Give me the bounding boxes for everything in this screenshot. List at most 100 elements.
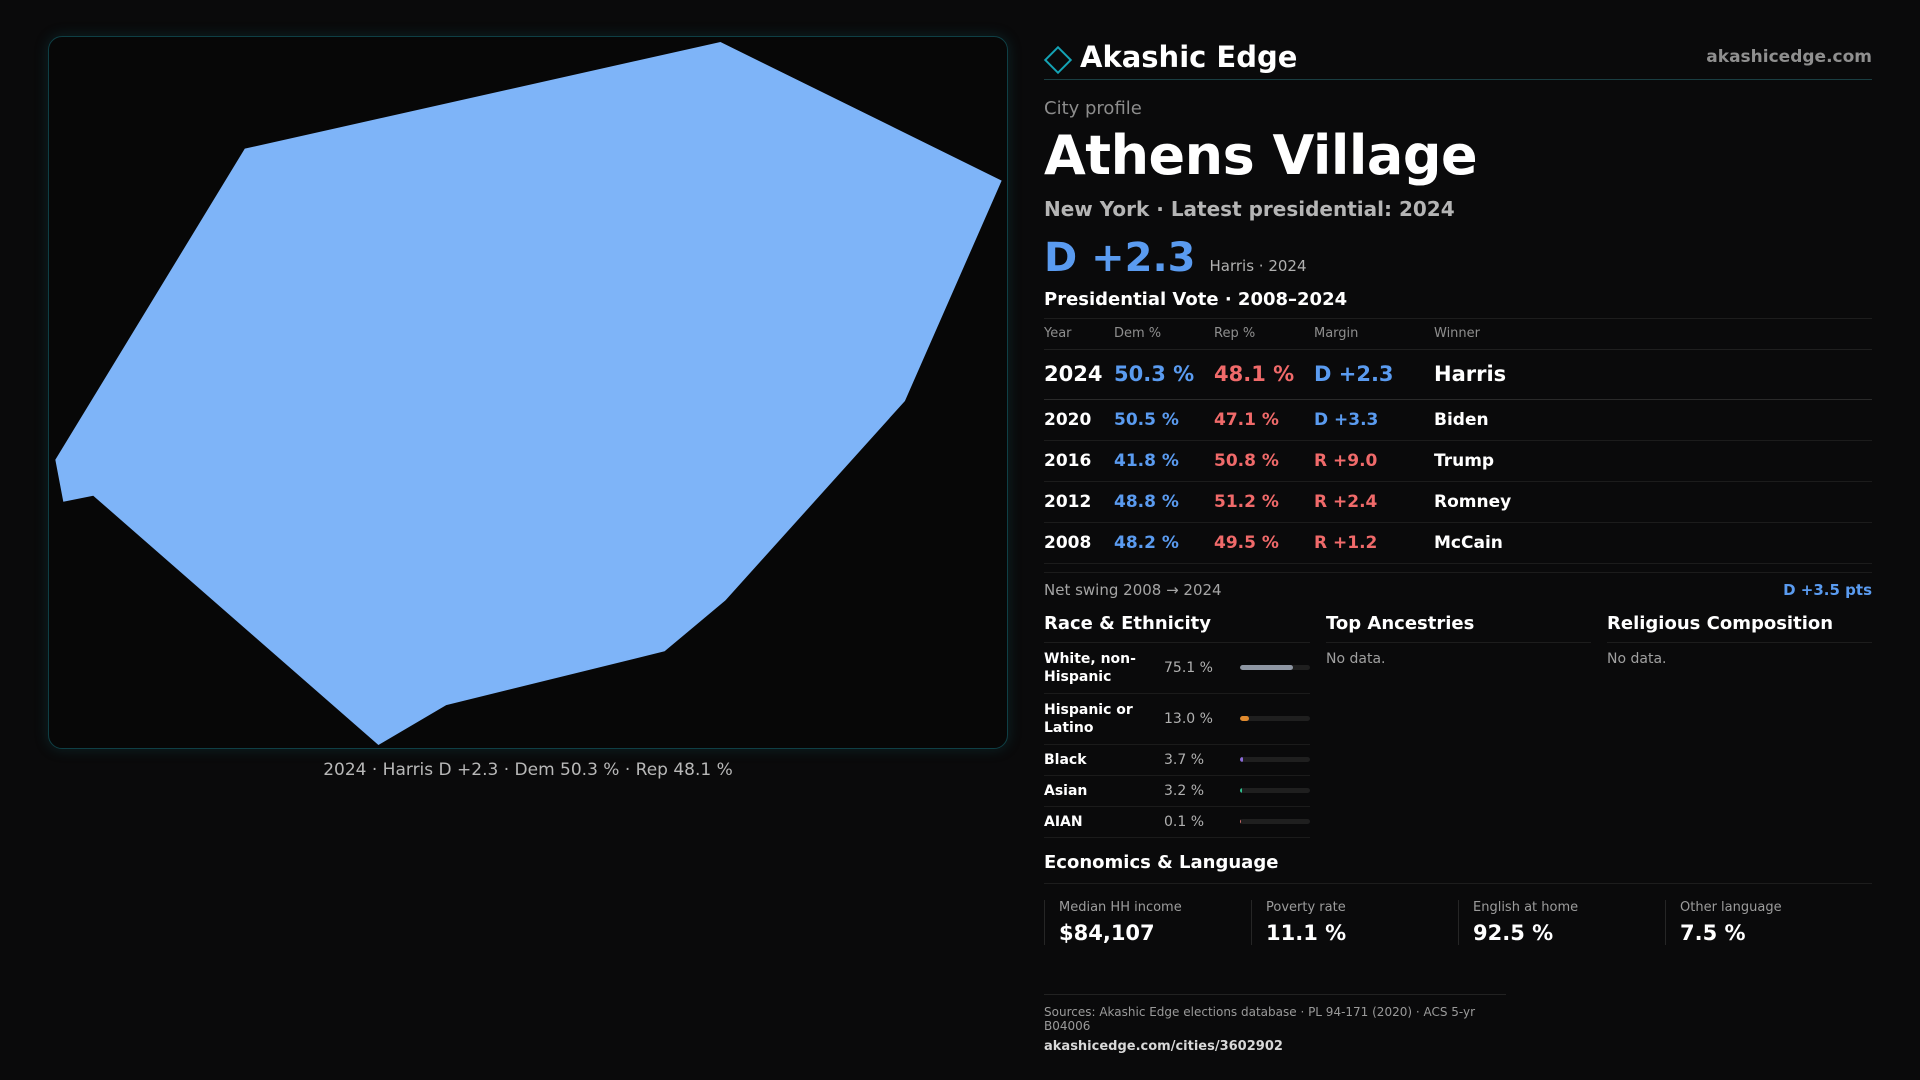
city-subtitle: New York · Latest presidential: 2024 [1044,197,1455,221]
race-bar-track [1240,788,1310,793]
cell-margin: D +2.3 [1314,349,1434,400]
table-row: 2008 48.2 % 49.5 % R +1.2 McCain [1044,522,1872,564]
ancestries-panel: Top Ancestries No data. [1326,613,1591,838]
race-bar-fill [1240,716,1250,721]
race-bar-fill [1240,665,1293,670]
net-swing-row: Net swing 2008 → 2024 D +3.5 pts [1044,571,1872,599]
econ-label: Other language [1680,899,1782,915]
economics-cards: Median HH income $84,107 Poverty rate 11… [1044,899,1872,945]
table-row: 2012 48.8 % 51.2 % R +2.4 Romney [1044,481,1872,523]
race-label: Black [1044,751,1087,768]
econ-value: $84,107 [1059,920,1155,945]
cell-winner: Harris [1434,349,1872,400]
cell-dem: 48.2 % [1114,522,1214,564]
race-bar-fill [1240,788,1243,793]
economics-title: Economics & Language [1044,852,1872,884]
brand-url-link[interactable]: akashicedge.com [1706,46,1872,67]
cell-year: 2008 [1044,522,1114,564]
column-header-winner: Winner [1434,319,1872,350]
net-swing-label: Net swing 2008 → 2024 [1044,580,1222,599]
econ-label: Median HH income [1059,899,1182,915]
cell-winner: Romney [1434,481,1872,523]
religion-title: Religious Composition [1607,613,1872,643]
race-label: White, non-Hispanic [1044,650,1136,685]
list-item: Black 3.7 % [1044,745,1310,776]
race-label: AIAN [1044,813,1083,830]
brand-name: Akashic Edge [1080,39,1298,74]
city-boundary-map[interactable] [48,36,1008,749]
cell-rep: 49.5 % [1214,522,1314,564]
econ-card-income: Median HH income $84,107 [1044,899,1251,945]
race-bar-track [1240,819,1310,824]
table-row: 2016 41.8 % 50.8 % R +9.0 Trump [1044,440,1872,482]
race-list: White, non-Hispanic 75.1 % Hispanic or Lat… [1044,643,1310,838]
econ-value: 7.5 % [1680,920,1746,945]
list-item: AIAN 0.1 % [1044,807,1310,838]
brand[interactable]: Akashic Edge [1043,39,1298,74]
cell-margin: R +9.0 [1314,440,1434,482]
cell-dem: 50.5 % [1114,399,1214,441]
footer-sources: Sources: Akashic Edge elections database… [1044,1005,1476,1033]
demographics-section: Race & Ethnicity White, non-Hispanic 75.1… [1044,613,1872,838]
race-bar-track [1240,716,1310,721]
list-item: Hispanic or Latino 13.0 % [1044,694,1310,745]
table-row: 2024 50.3 % 48.1 % D +2.3 Harris [1044,349,1872,400]
race-label: Asian [1044,782,1088,799]
cell-rep: 48.1 % [1214,349,1314,400]
ancestries-title: Top Ancestries [1326,613,1591,643]
race-bar-track [1240,665,1310,670]
race-bar-track [1240,757,1310,762]
list-item: White, non-Hispanic 75.1 % [1044,643,1310,694]
presidential-vote-table: Year Dem % Rep % Margin Winner 2024 50.3 … [1044,319,1872,564]
column-header-margin: Margin [1314,319,1434,350]
cell-winner: Trump [1434,440,1872,482]
list-item: Asian 3.2 % [1044,776,1310,807]
city-profile-panel: Akashic Edge akashicedge.com City profil… [1043,34,1872,945]
econ-value: 92.5 % [1473,920,1554,945]
brand-header: Akashic Edge akashicedge.com [1043,34,1872,80]
cell-margin: R +2.4 [1314,481,1434,523]
cell-dem: 41.8 % [1114,440,1214,482]
table-header-row: Year Dem % Rep % Margin Winner [1044,319,1872,350]
profile-eyebrow: City profile [1044,98,1142,119]
cell-dem: 50.3 % [1114,349,1214,400]
cell-margin: R +1.2 [1314,522,1434,564]
race-pct: 0.1 % [1164,813,1205,830]
race-pct: 3.2 % [1164,782,1205,799]
headline-note: Harris · 2024 [1209,257,1307,275]
religion-empty: No data. [1607,650,1667,667]
net-swing-value: D +3.5 pts [1783,580,1872,599]
race-pct: 3.7 % [1164,751,1205,768]
econ-value: 11.1 % [1266,920,1347,945]
cell-year: 2012 [1044,481,1114,523]
cell-winner: McCain [1434,522,1872,564]
headline-margin: D +2.3 [1044,235,1196,281]
cell-dem: 48.8 % [1114,481,1214,523]
cell-year: 2016 [1044,440,1114,482]
race-ethnicity-panel: Race & Ethnicity White, non-Hispanic 75.1… [1044,613,1310,838]
econ-card-english: English at home 92.5 % [1458,899,1665,945]
econ-card-poverty: Poverty rate 11.1 % [1251,899,1458,945]
race-pct: 75.1 % [1164,659,1213,676]
column-header-dem: Dem % [1114,319,1214,350]
table-row: 2020 50.5 % 47.1 % D +3.3 Biden [1044,399,1872,441]
race-ethnicity-title: Race & Ethnicity [1044,613,1310,643]
econ-card-other-language: Other language 7.5 % [1665,899,1872,945]
race-bar-fill [1240,757,1243,762]
cell-rep: 50.8 % [1214,440,1314,482]
footer: Sources: Akashic Edge elections database… [1044,994,1506,1054]
cell-margin: D +3.3 [1314,399,1434,441]
race-pct: 13.0 % [1164,710,1213,727]
map-caption: 2024 · Harris D +2.3 · Dem 50.3 % · Rep … [323,760,733,780]
column-header-year: Year [1044,319,1114,350]
econ-label: Poverty rate [1266,899,1346,915]
footer-url-link[interactable]: akashicedge.com/cities/3602902 [1044,1039,1283,1054]
presidential-vote-title: Presidential Vote · 2008–2024 [1044,289,1872,319]
page-title: Athens Village [1044,124,1478,187]
cell-year: 2020 [1044,399,1114,441]
city-boundary-svg [55,41,1002,746]
cell-rep: 47.1 % [1214,399,1314,441]
econ-label: English at home [1473,899,1579,915]
cell-year: 2024 [1044,349,1114,400]
city-boundary-shape [55,41,1002,746]
